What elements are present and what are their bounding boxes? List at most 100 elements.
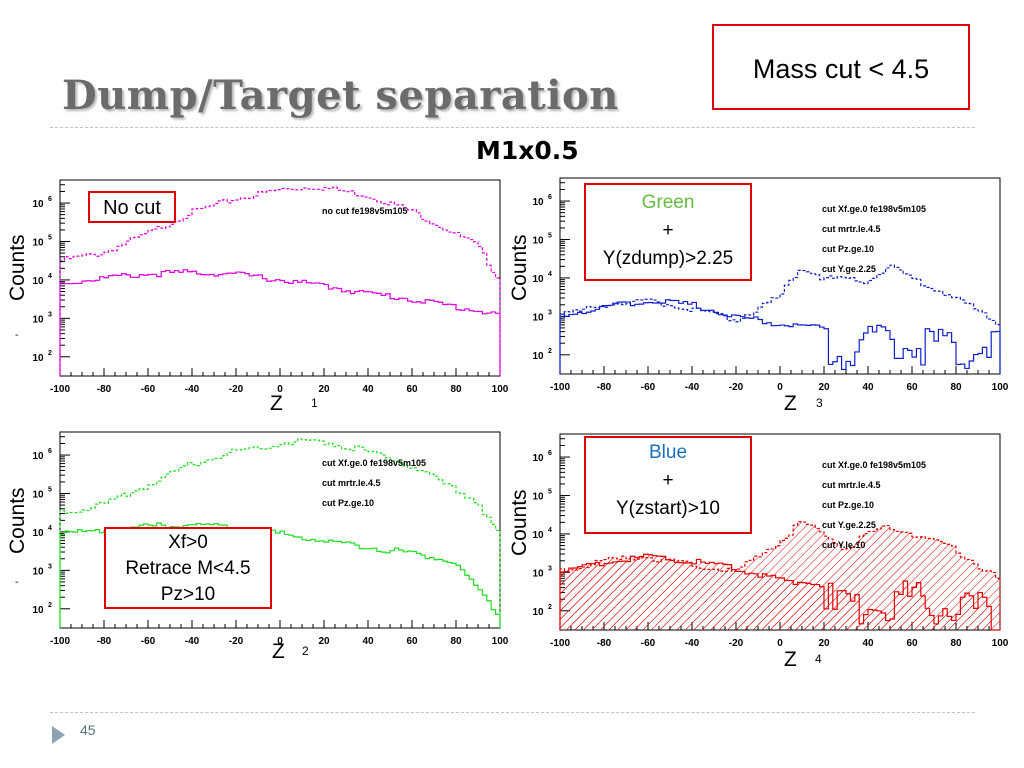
y-tick-exponent: 4 xyxy=(48,273,52,280)
x-tick-label: -100 xyxy=(550,638,570,649)
x-tick-label: -60 xyxy=(141,384,156,395)
annotation: cut Xf.ge.0 fe198v5m105 xyxy=(322,458,426,468)
y-tick-label: 10 xyxy=(32,314,44,325)
panel-3-callout-green: Green xyxy=(641,192,695,213)
panel-3-callout-cut: Y(zdump)>2.25 xyxy=(602,248,734,269)
x-tick-label: 40 xyxy=(362,384,374,395)
panel-1-dash: - xyxy=(15,330,19,341)
panel-3-xlabel: Z xyxy=(784,392,797,415)
y-tick-label: 10 xyxy=(32,237,44,248)
panel-3-index: 3 xyxy=(816,396,823,410)
y-tick-exponent: 4 xyxy=(548,271,552,278)
x-tick-label: 100 xyxy=(492,636,509,647)
panel-4-index: 4 xyxy=(815,652,822,666)
y-tick-label: 10 xyxy=(32,276,44,287)
panel-2-xlabel: Z xyxy=(272,640,285,663)
panel-4-chart: -100 -80 -60 -40 -20 0 20 40 60 80 100 10 2 10 3 10 4 10 5… xyxy=(532,433,1009,649)
slide-subtitle: M1x0.5 xyxy=(476,136,579,165)
y-tick-exponent: 4 xyxy=(548,527,552,534)
x-tick-label: 60 xyxy=(406,636,418,647)
x-tick-label: 0 xyxy=(277,384,283,395)
series-line-2 xyxy=(559,299,1001,374)
y-tick-exponent: 5 xyxy=(548,232,552,239)
x-tick-label: -100 xyxy=(50,636,70,647)
panel-2-callout-line3: Pz>10 xyxy=(160,584,216,605)
y-tick-label: 10 xyxy=(532,568,544,579)
x-tick-label: -60 xyxy=(141,636,156,647)
panel-4-callout-cut: Y(zstart)>10 xyxy=(615,498,720,519)
panel-1-index: 1 xyxy=(311,396,318,410)
panel-1-xlabel: Z xyxy=(270,392,283,415)
annotation: cut Xf.ge.0 fe198v5m105 xyxy=(822,204,926,214)
x-tick-label: 80 xyxy=(450,384,462,395)
y-tick-exponent: 3 xyxy=(548,309,552,316)
annotation: cut Y.le.10 xyxy=(822,540,865,550)
y-tick-exponent: 3 xyxy=(48,563,52,570)
x-tick-label: 100 xyxy=(992,382,1009,393)
y-tick-exponent: 2 xyxy=(548,604,552,611)
x-tick-label: -40 xyxy=(185,384,200,395)
y-tick-label: 10 xyxy=(32,528,44,539)
y-tick-exponent: 2 xyxy=(548,348,552,355)
x-tick-label: -40 xyxy=(685,638,700,649)
annotation: cut Pz.ge.10 xyxy=(322,498,374,508)
x-tick-label: 40 xyxy=(862,638,874,649)
x-tick-label: -80 xyxy=(97,384,112,395)
series-line-1 xyxy=(559,264,1001,374)
panel-2-callout-line2: Retrace M<4.5 xyxy=(125,558,251,579)
y-tick-exponent: 3 xyxy=(48,311,52,318)
y-tick-exponent: 5 xyxy=(548,488,552,495)
y-tick-label: 10 xyxy=(532,235,544,246)
annotation: cut Xf.ge.0 fe198v5m105 xyxy=(822,460,926,470)
y-tick-label: 10 xyxy=(532,491,544,502)
y-tick-label: 10 xyxy=(532,607,544,618)
x-tick-label: 60 xyxy=(906,638,918,649)
panel-3-callout: Green + Y(zdump)>2.25 xyxy=(584,183,752,281)
y-tick-label: 10 xyxy=(532,197,544,208)
x-tick-label: -80 xyxy=(97,636,112,647)
title-divider xyxy=(50,127,975,128)
annotation: cut Y.ge.2.25 xyxy=(822,264,876,274)
annotation: cut mrtr.le.4.5 xyxy=(822,224,881,234)
y-tick-label: 10 xyxy=(532,453,544,464)
y-tick-label: 10 xyxy=(32,489,44,500)
page-number: 45 xyxy=(80,722,96,738)
panel-1-callout: No cut xyxy=(88,191,176,223)
y-tick-exponent: 5 xyxy=(48,234,52,241)
y-tick-exponent: 6 xyxy=(548,194,552,201)
x-tick-label: 80 xyxy=(950,638,962,649)
annotation: cut Pz.ge.10 xyxy=(822,500,874,510)
panel-1-chart: -100 -80 -60 -40 -20 0 20 40 60 80 100 10 2 10 3 10 4 10 5… xyxy=(32,179,509,395)
x-tick-label: -100 xyxy=(50,384,70,395)
x-tick-label: -100 xyxy=(550,382,570,393)
slide-title: Dump/Target separation xyxy=(62,72,619,119)
panel-4-callout: Blue + Y(zstart)>10 xyxy=(584,436,752,534)
nav-triangle-icon xyxy=(52,726,65,744)
panel-4-callout-blue: Blue xyxy=(648,442,688,463)
series-line-2 xyxy=(559,553,1000,631)
y-tick-exponent: 3 xyxy=(548,565,552,572)
x-tick-label: 20 xyxy=(318,384,330,395)
y-tick-label: 10 xyxy=(32,353,44,364)
x-tick-label: 0 xyxy=(777,382,783,393)
panel-2-index: 2 xyxy=(302,644,309,658)
series-line-1 xyxy=(59,438,501,628)
y-tick-exponent: 6 xyxy=(48,448,52,455)
annotation: cut mrtr.le.4.5 xyxy=(822,480,881,490)
panel-2-callout: Xf>0 Retrace M<4.5 Pz>10 xyxy=(104,527,272,609)
footer-divider xyxy=(50,712,975,713)
y-tick-label: 10 xyxy=(32,451,44,462)
panel-3-callout-plus: + xyxy=(662,220,674,241)
panel-2-chart: -100 -80 -60 -40 -20 0 20 40 60 80 100 10 2 10 3 10 4 10 5… xyxy=(32,431,509,647)
x-tick-label: 80 xyxy=(450,636,462,647)
x-tick-label: 60 xyxy=(406,384,418,395)
x-tick-label: 60 xyxy=(906,382,918,393)
y-tick-label: 10 xyxy=(32,199,44,210)
panel-2-dash: - xyxy=(15,577,19,588)
x-tick-label: 100 xyxy=(992,638,1009,649)
x-tick-label: 80 xyxy=(950,382,962,393)
x-tick-label: 20 xyxy=(818,382,830,393)
y-tick-label: 10 xyxy=(32,605,44,616)
x-tick-label: -60 xyxy=(641,382,656,393)
panel-2-callout-line1: Xf>0 xyxy=(168,532,208,553)
